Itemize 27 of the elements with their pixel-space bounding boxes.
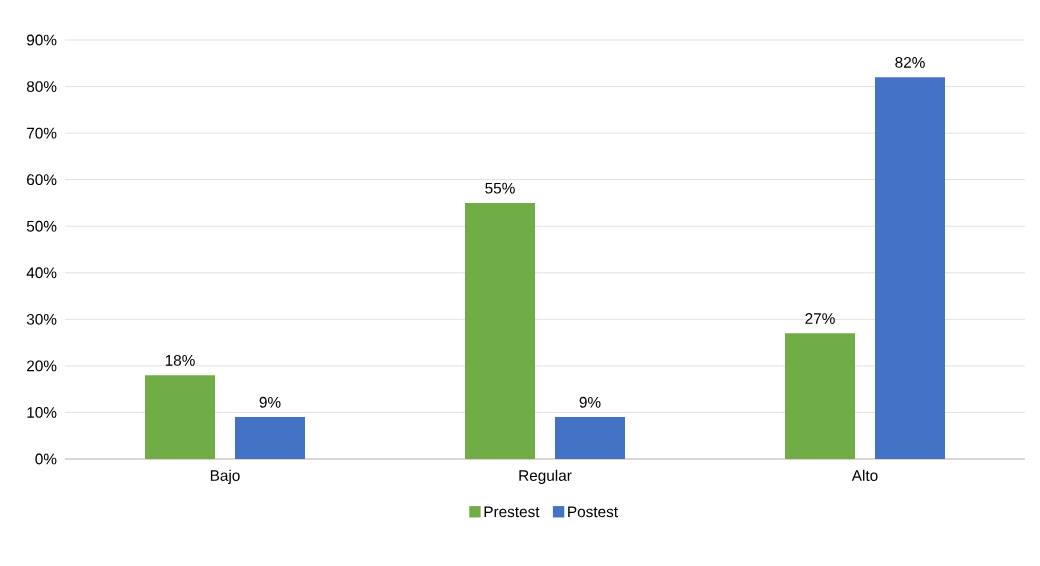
y-tick-label: 80% [26, 81, 57, 92]
bar [465, 202, 535, 459]
data-label: 27% [805, 313, 835, 324]
y-tick-label: 70% [27, 127, 57, 139]
x-tick-label: Alto [851, 469, 878, 481]
x-tick-label: Bajo [210, 469, 240, 484]
bar [235, 417, 306, 459]
bar [555, 417, 625, 459]
y-tick-label: 0% [35, 453, 57, 465]
bar [785, 333, 855, 459]
data-label: 82% [895, 57, 925, 68]
bar [875, 77, 945, 459]
y-tick-label: 90% [26, 34, 57, 46]
bar [145, 375, 215, 459]
data-label: 55% [485, 182, 515, 194]
data-label: 9% [579, 396, 601, 408]
y-tick-label: 10% [27, 407, 57, 418]
legend-label: Prestest [484, 506, 540, 518]
legend-label: Postest [568, 506, 618, 518]
x-tick-label: Regular [519, 469, 572, 484]
y-tick-label: 30% [26, 313, 57, 325]
data-label: 18% [165, 354, 195, 366]
data-label: 9% [259, 396, 281, 408]
y-tick-label: 40% [26, 267, 57, 279]
y-tick-label: 50% [26, 220, 57, 232]
y-tick-label: 20% [27, 360, 57, 372]
y-tick-label: 60% [27, 174, 57, 186]
